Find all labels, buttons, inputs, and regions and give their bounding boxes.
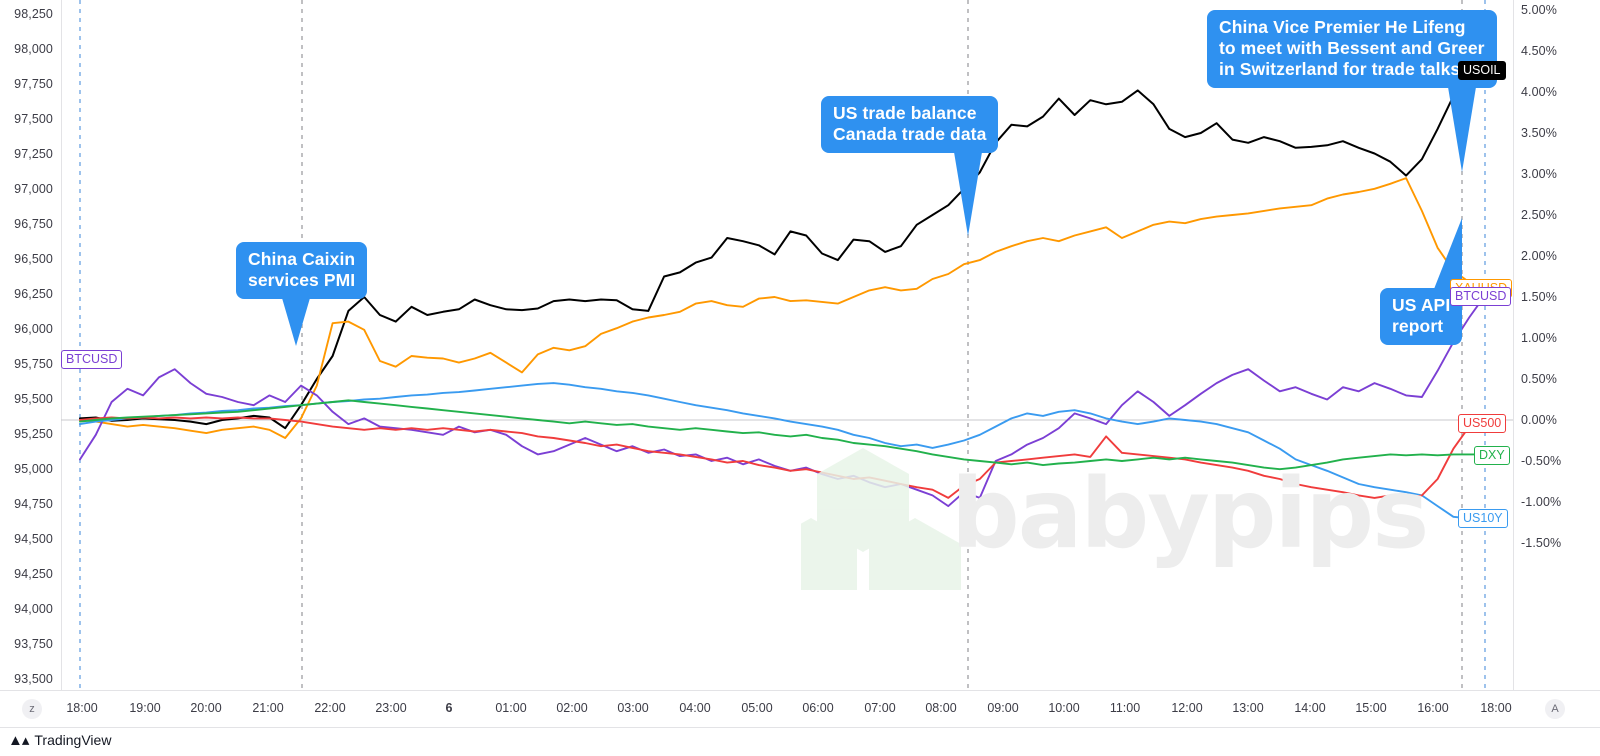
tradingview-logo: ▲▴ TradingView [8, 731, 111, 749]
right-axis-tick: 2.00% [1521, 249, 1557, 263]
right-axis-tick: 3.50% [1521, 126, 1557, 140]
annotation-callout-us-trade-balance[interactable]: US trade balance Canada trade data [821, 96, 999, 153]
time-axis-tick: 14:00 [1294, 701, 1326, 715]
time-axis-tick: 03:00 [617, 701, 649, 715]
time-axis-tick: 21:00 [252, 701, 284, 715]
time-axis-tick: 01:00 [495, 701, 527, 715]
time-axis-tick: 08:00 [925, 701, 957, 715]
time-axis-tick: 13:00 [1232, 701, 1264, 715]
left-axis-tick: 96,500 [14, 252, 53, 266]
time-axis-tick: 18:00 [66, 701, 98, 715]
left-axis-tick: 97,750 [14, 77, 53, 91]
annotation-callout-china-vice-premier[interactable]: China Vice Premier He Lifeng to meet wit… [1207, 10, 1497, 88]
left-axis-tick: 97,500 [14, 112, 53, 126]
time-axis-tick: 11:00 [1109, 701, 1141, 715]
time-axis-tick: 02:00 [556, 701, 588, 715]
left-axis-tick: 96,750 [14, 217, 53, 231]
left-axis-tick: 95,500 [14, 392, 53, 406]
right-axis-tick: -1.50% [1521, 536, 1562, 550]
annotation-callout-us-api-report[interactable]: US API report [1380, 288, 1463, 345]
left-axis-tick: 93,500 [14, 672, 53, 686]
annotation-pointer-china-caixin [282, 298, 310, 346]
time-axis-tick: 20:00 [190, 701, 222, 715]
price-tag-btcusd[interactable]: BTCUSD [1450, 287, 1512, 307]
annotation-pointer-us-trade-balance [954, 152, 982, 236]
timezone-badge-left[interactable]: z [22, 699, 42, 719]
right-axis-tick: -0.50% [1521, 454, 1562, 468]
price-tag-btcusd-start[interactable]: BTCUSD [61, 350, 123, 369]
left-axis-tick: 95,000 [14, 462, 53, 476]
right-axis-tick: 2.50% [1521, 208, 1557, 222]
right-percent-axis[interactable]: 5.00% 4.50% 4.00% 3.50% 3.00% 2.50% 2.00% 1.50%… [1513, 0, 1600, 690]
right-axis-tick: -1.00% [1521, 495, 1562, 509]
time-axis-tick: 15:00 [1355, 701, 1387, 715]
time-axis-tick: 05:00 [741, 701, 773, 715]
left-axis-tick: 94,000 [14, 602, 53, 616]
left-axis-tick: 94,750 [14, 497, 53, 511]
right-axis-tick: 0.00% [1521, 413, 1557, 427]
left-axis-tick: 95,750 [14, 357, 53, 371]
time-axis-tick: 07:00 [864, 701, 896, 715]
series-line-dxy[interactable] [79, 399, 1486, 471]
series-canvas [61, 0, 1513, 690]
tradingview-wordmark: TradingView [34, 732, 112, 748]
time-axis-tick: 22:00 [314, 701, 346, 715]
annotation-callout-china-caixin[interactable]: China Caixin services PMI [236, 242, 368, 299]
series-line-us500[interactable] [79, 416, 1486, 499]
time-axis-tick: 12:00 [1171, 701, 1203, 715]
right-axis-tick: 5.00% [1521, 3, 1557, 17]
left-axis-tick: 97,000 [14, 182, 53, 196]
time-axis[interactable]: z A 18:00 19:00 20:00 21:00 22:00 23:00 6 01:00… [0, 690, 1600, 728]
left-axis-tick: 96,250 [14, 287, 53, 301]
right-axis-tick: 0.50% [1521, 372, 1557, 386]
time-axis-tick: 16:00 [1417, 701, 1449, 715]
left-axis-tick: 98,250 [14, 7, 53, 21]
right-axis-tick: 3.00% [1521, 167, 1557, 181]
price-tag-dxy[interactable]: DXY [1474, 446, 1510, 466]
time-axis-tick: 04:00 [679, 701, 711, 715]
time-axis-tick: 6 [445, 701, 453, 715]
time-axis-tick: 18:00 [1480, 701, 1512, 715]
left-axis-tick: 98,000 [14, 42, 53, 56]
time-axis-tick: 19:00 [129, 701, 161, 715]
right-axis-separator [1513, 0, 1514, 690]
annotation-pointer-us-api-report [1434, 218, 1462, 289]
timezone-badge-right[interactable]: A [1545, 699, 1565, 719]
left-axis-separator [61, 0, 62, 690]
left-axis-tick: 97,250 [14, 147, 53, 161]
right-axis-tick: 1.50% [1521, 290, 1557, 304]
series-line-us10y[interactable] [79, 382, 1486, 520]
chart-plot-area[interactable]: babypips China Caixin services PMI US tra… [61, 0, 1513, 690]
right-axis-tick: 4.50% [1521, 44, 1557, 58]
time-axis-tick: 09:00 [987, 701, 1019, 715]
series-line-xauusd[interactable] [79, 177, 1486, 439]
price-tag-usoil[interactable]: USOIL [1458, 61, 1506, 81]
tradingview-logo-icon: ▲▴ [8, 732, 29, 749]
left-axis-tick: 94,250 [14, 567, 53, 581]
left-axis-tick: 94,500 [14, 532, 53, 546]
right-axis-tick: 4.00% [1521, 85, 1557, 99]
price-tag-us10y[interactable]: US10Y [1458, 508, 1508, 528]
price-tag-us500[interactable]: US500 [1458, 413, 1507, 433]
series-line-usoil[interactable] [79, 68, 1486, 430]
left-price-axis[interactable]: 98,250 98,000 97,750 97,500 97,250 97,000 96,7… [0, 0, 61, 721]
left-axis-tick: 95,250 [14, 427, 53, 441]
time-axis-tick: 06:00 [802, 701, 834, 715]
right-axis-tick: 1.00% [1521, 331, 1557, 345]
time-axis-tick: 23:00 [375, 701, 407, 715]
annotation-pointer-china-vice-premier [1448, 87, 1476, 172]
left-axis-tick: 93,750 [14, 637, 53, 651]
left-axis-tick: 96,000 [14, 322, 53, 336]
time-axis-tick: 10:00 [1048, 701, 1080, 715]
